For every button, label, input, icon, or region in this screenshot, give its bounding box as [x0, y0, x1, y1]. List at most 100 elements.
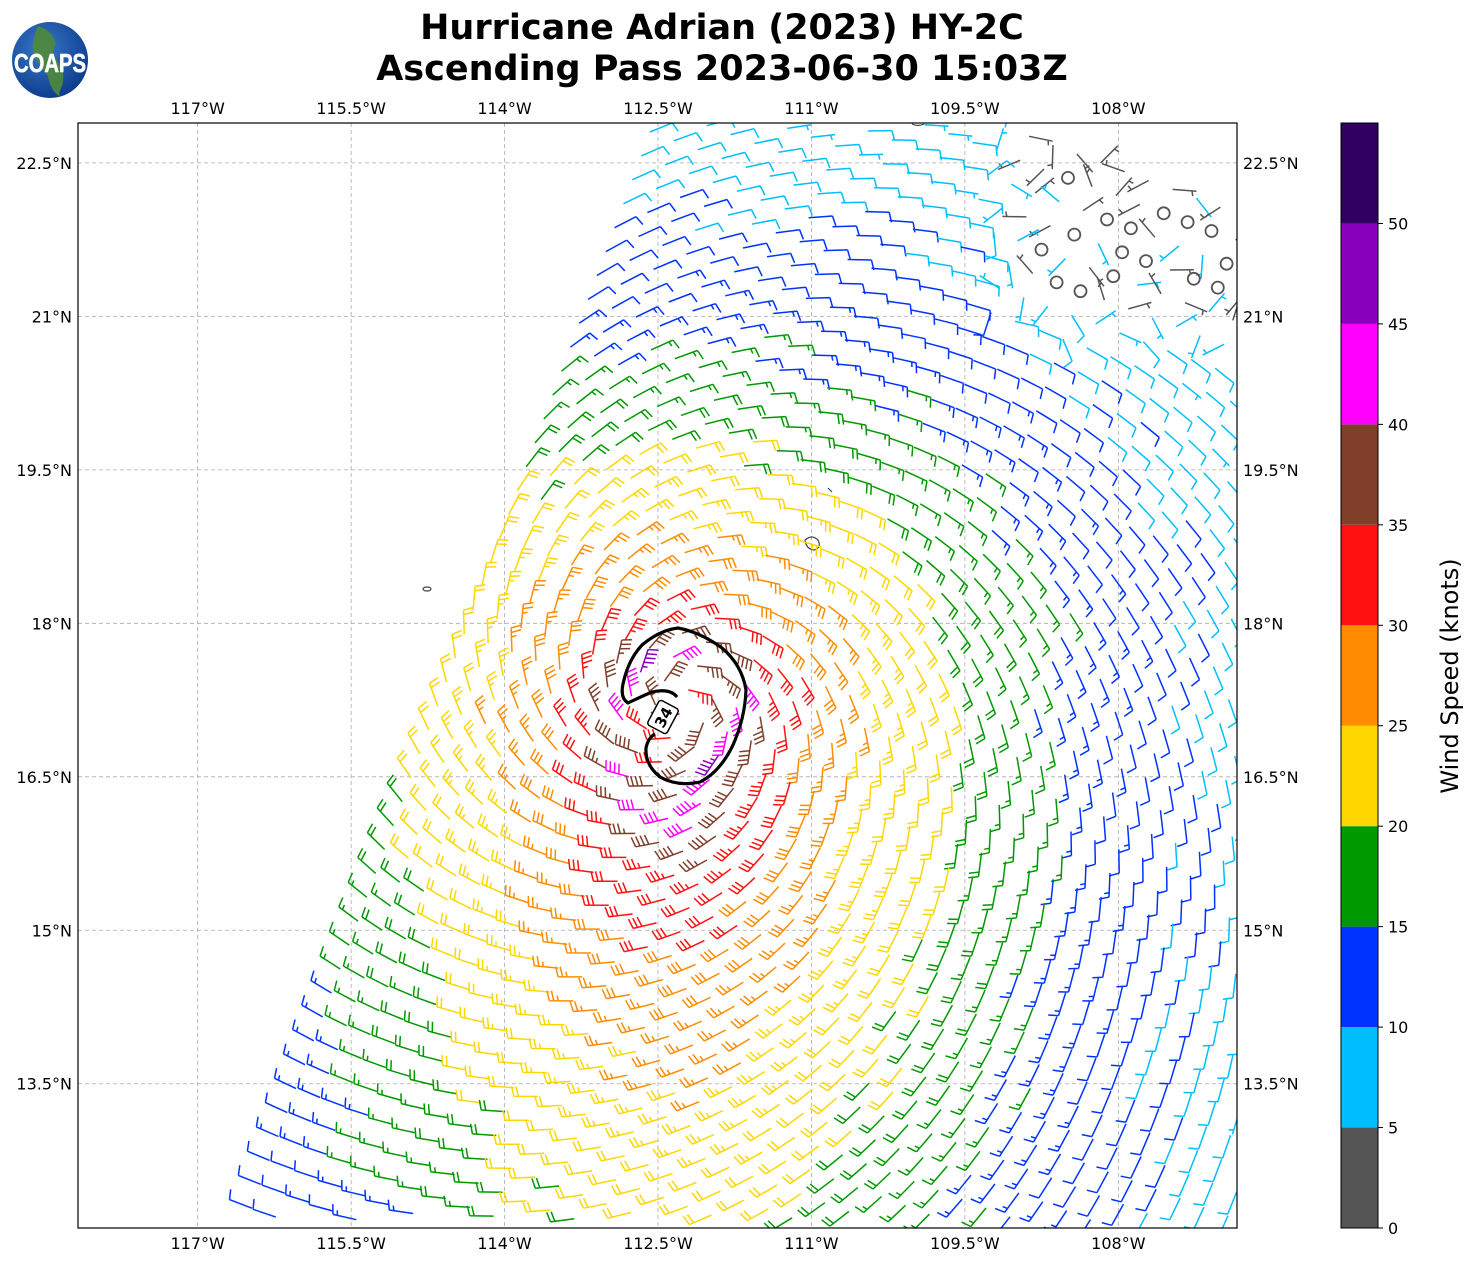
wind-barb [827, 605, 848, 631]
wind-barb [570, 544, 595, 566]
wind-barb [753, 885, 780, 905]
wind-barb [880, 243, 907, 257]
wind-barb [1037, 822, 1049, 851]
wind-barb [1134, 364, 1156, 390]
lat-tick-label: 19.5°N [1243, 461, 1299, 480]
wind-barb [428, 676, 440, 707]
wind-barb [324, 1004, 347, 1027]
wind-barb [558, 434, 586, 453]
wind-barb [622, 1079, 652, 1092]
wind-barb [627, 916, 657, 930]
wind-barb [1030, 571, 1048, 600]
wind-barb [293, 1160, 318, 1179]
wind-barb [955, 625, 971, 655]
wind-barb [468, 982, 493, 999]
wind-barb [1017, 228, 1040, 242]
wind-barb [475, 1181, 503, 1193]
wind-barb [698, 360, 728, 371]
wind-barb [979, 634, 994, 664]
wind-barb [833, 1106, 861, 1125]
wind-barb [1016, 254, 1034, 274]
wind-barb [728, 428, 758, 440]
wind-barb [866, 954, 891, 977]
wind-barb [1119, 825, 1131, 854]
wind-barb [384, 916, 407, 940]
wind-barb [743, 463, 772, 475]
wind-barb [520, 601, 534, 629]
wind-barb [963, 739, 975, 769]
wind-barb [708, 924, 738, 940]
wind-barb [982, 553, 1001, 581]
wind-barb [705, 641, 733, 654]
wind-barb [389, 833, 409, 859]
wind-barb [1210, 803, 1222, 833]
wind-barb [1199, 206, 1221, 221]
wind-barb [596, 1150, 625, 1162]
colorbar-segment [1341, 1127, 1378, 1228]
wind-barb [738, 853, 765, 873]
wind-barb [1137, 502, 1156, 530]
wind-barb [398, 951, 422, 973]
wind-barb [513, 547, 533, 572]
wind-barb [902, 551, 923, 576]
wind-barb [540, 479, 566, 501]
wind-barb [573, 466, 601, 486]
wind-barb [602, 1207, 632, 1219]
wind-barb [1159, 1060, 1178, 1085]
wind-barb [426, 877, 448, 901]
wind-barb [1218, 505, 1235, 533]
wind-barb [671, 212, 701, 223]
wind-barb [1200, 827, 1212, 857]
wind-barb [1101, 1066, 1121, 1091]
wind-barb [1004, 1168, 1029, 1190]
wind-barb [901, 1076, 927, 1097]
wind-barb [1048, 992, 1067, 1017]
wind-barb [645, 870, 675, 883]
wind-barb [532, 810, 555, 832]
wind-barb [412, 842, 433, 868]
wind-barb [518, 920, 544, 937]
wind-barb [642, 950, 672, 964]
wind-barb [943, 512, 965, 537]
wind-barb [308, 1194, 333, 1212]
wind-barb [1224, 300, 1237, 316]
wind-barb [1181, 382, 1202, 401]
wind-barb [913, 446, 937, 467]
wind-barb [860, 841, 878, 866]
wind-barb [341, 1179, 366, 1197]
wind-barb [1217, 1054, 1234, 1079]
contour-34kt: 34 [620, 626, 748, 786]
wind-barb [657, 984, 687, 998]
calm-wind-marker [1204, 224, 1219, 238]
wind-barb [288, 1102, 312, 1123]
wind-barb [1190, 358, 1212, 384]
wind-barb [770, 392, 799, 404]
wind-barb [328, 921, 350, 946]
wind-barb [690, 972, 720, 986]
lat-tick-label: 19.5°N [16, 461, 72, 480]
wind-barb [639, 648, 659, 673]
wind-barb [403, 867, 425, 892]
wind-barb [718, 232, 748, 243]
wind-barb [1183, 1206, 1205, 1228]
wind-barb [985, 691, 997, 721]
wind-barb [694, 222, 725, 233]
wind-barb [841, 201, 869, 213]
wind-barb [1019, 927, 1037, 952]
wind-barb [688, 165, 718, 176]
wind-barb [870, 760, 882, 789]
wind-barb [743, 683, 760, 712]
lat-tick-label: 13.5°N [1243, 1075, 1299, 1094]
wind-barb [549, 907, 576, 922]
wind-barb [838, 282, 866, 295]
wind-barb [736, 1070, 766, 1086]
wind-barb [569, 332, 599, 348]
wind-barb [1028, 135, 1053, 146]
wind-barb [947, 900, 965, 925]
wind-barb [1079, 726, 1090, 756]
wind-barb [1149, 1084, 1169, 1109]
wind-barb [586, 953, 615, 965]
wind-barb [591, 629, 608, 655]
wind-barb [906, 171, 934, 185]
wind-barb [1106, 986, 1124, 1011]
